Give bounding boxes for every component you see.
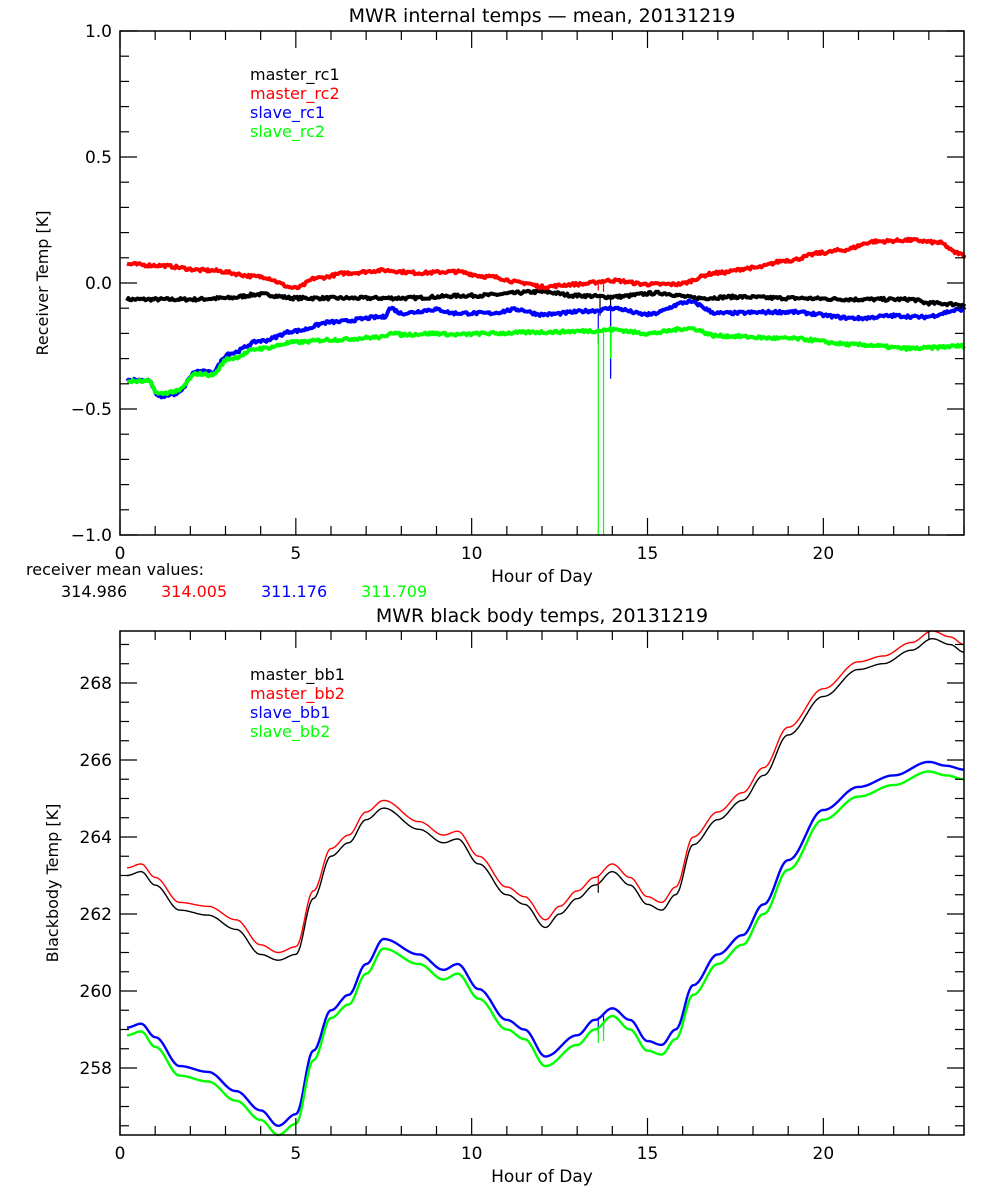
- x-tick-label: 5: [290, 1144, 301, 1164]
- receiver-mean-value: 311.176: [261, 582, 327, 601]
- y-tick-label: 264: [80, 828, 112, 848]
- plot-frame: [119, 630, 965, 1136]
- x-tick-label: 15: [637, 544, 659, 564]
- series-line-slave_rc1: [125, 298, 966, 400]
- receiver-temps-chart: MWR internal temps — mean, 20131219 0 5 10…: [26, 5, 966, 601]
- x-tick-label: 20: [813, 1144, 835, 1164]
- x-tick-label: 10: [461, 544, 483, 564]
- y-tick-label: −0.5: [71, 400, 112, 420]
- axis-ticks: 0 5 10 15 20 258 260 262 264 266 268: [80, 631, 965, 1164]
- x-tick-label: 10: [461, 1144, 483, 1164]
- y-tick-label: 262: [80, 905, 112, 925]
- series-group: [126, 630, 965, 1137]
- series-line-master_bb1: [126, 638, 965, 961]
- y-tick-label: 266: [80, 751, 112, 771]
- x-tick-label: 0: [115, 544, 126, 564]
- plot-frame: [119, 30, 965, 536]
- axis-ticks: 0 5 10 15 20 −1.0 −0.5 0.0 0.5 1.0: [71, 22, 965, 564]
- x-tick-label: 20: [813, 544, 835, 564]
- series-line-master_bb2: [126, 630, 965, 954]
- x-tick-label: 5: [290, 544, 301, 564]
- receiver-mean-label: receiver mean values:: [26, 560, 204, 579]
- y-axis-label: Receiver Temp [K]: [33, 210, 52, 355]
- legend-entry: slave_bb2: [250, 722, 330, 742]
- y-axis-label: Blackbody Temp [K]: [43, 804, 62, 963]
- y-tick-label: 0.5: [85, 148, 112, 168]
- receiver-mean-values: receiver mean values: 314.986 314.005 31…: [26, 560, 427, 601]
- series-line-slave_rc2: [126, 325, 966, 397]
- x-axis-label: Hour of Day: [491, 567, 593, 587]
- series-line-master_rc1: [125, 288, 966, 308]
- series-line-master_rc2: [126, 236, 966, 291]
- y-tick-label: 0.0: [85, 274, 112, 294]
- blackbody-temps-chart: MWR black body temps, 20131219 0 5 10 15 20 2…: [43, 605, 965, 1187]
- y-tick-label: 1.0: [85, 22, 112, 42]
- series-line-slave_bb2: [126, 770, 965, 1137]
- legend-entry: slave_rc1: [250, 103, 325, 123]
- receiver-mean-value: 314.005: [161, 582, 227, 601]
- chart-title: MWR black body temps, 20131219: [376, 605, 708, 627]
- series-group: [125, 236, 966, 535]
- legend-entry: master_bb2: [250, 684, 345, 704]
- legend: master_bb1 master_bb2 slave_bb1 slave_bb…: [250, 665, 345, 742]
- legend-entry: master_rc2: [250, 84, 340, 104]
- series-line-slave_bb1: [126, 760, 965, 1127]
- receiver-mean-value: 311.709: [361, 582, 427, 601]
- y-tick-label: 258: [80, 1059, 112, 1079]
- y-tick-label: −1.0: [71, 526, 112, 546]
- x-tick-label: 0: [115, 1144, 126, 1164]
- y-tick-label: 268: [80, 674, 112, 694]
- receiver-mean-value: 314.986: [61, 582, 127, 601]
- legend-entry: master_rc1: [250, 65, 340, 85]
- legend-entry: slave_rc2: [250, 122, 325, 142]
- legend-entry: slave_bb1: [250, 703, 330, 723]
- y-tick-label: 260: [80, 982, 112, 1002]
- legend-entry: master_bb1: [250, 665, 345, 685]
- x-axis-label: Hour of Day: [491, 1167, 593, 1187]
- chart-title: MWR internal temps — mean, 20131219: [349, 5, 736, 27]
- x-tick-label: 15: [637, 1144, 659, 1164]
- legend: master_rc1 master_rc2 slave_rc1 slave_rc…: [250, 65, 340, 142]
